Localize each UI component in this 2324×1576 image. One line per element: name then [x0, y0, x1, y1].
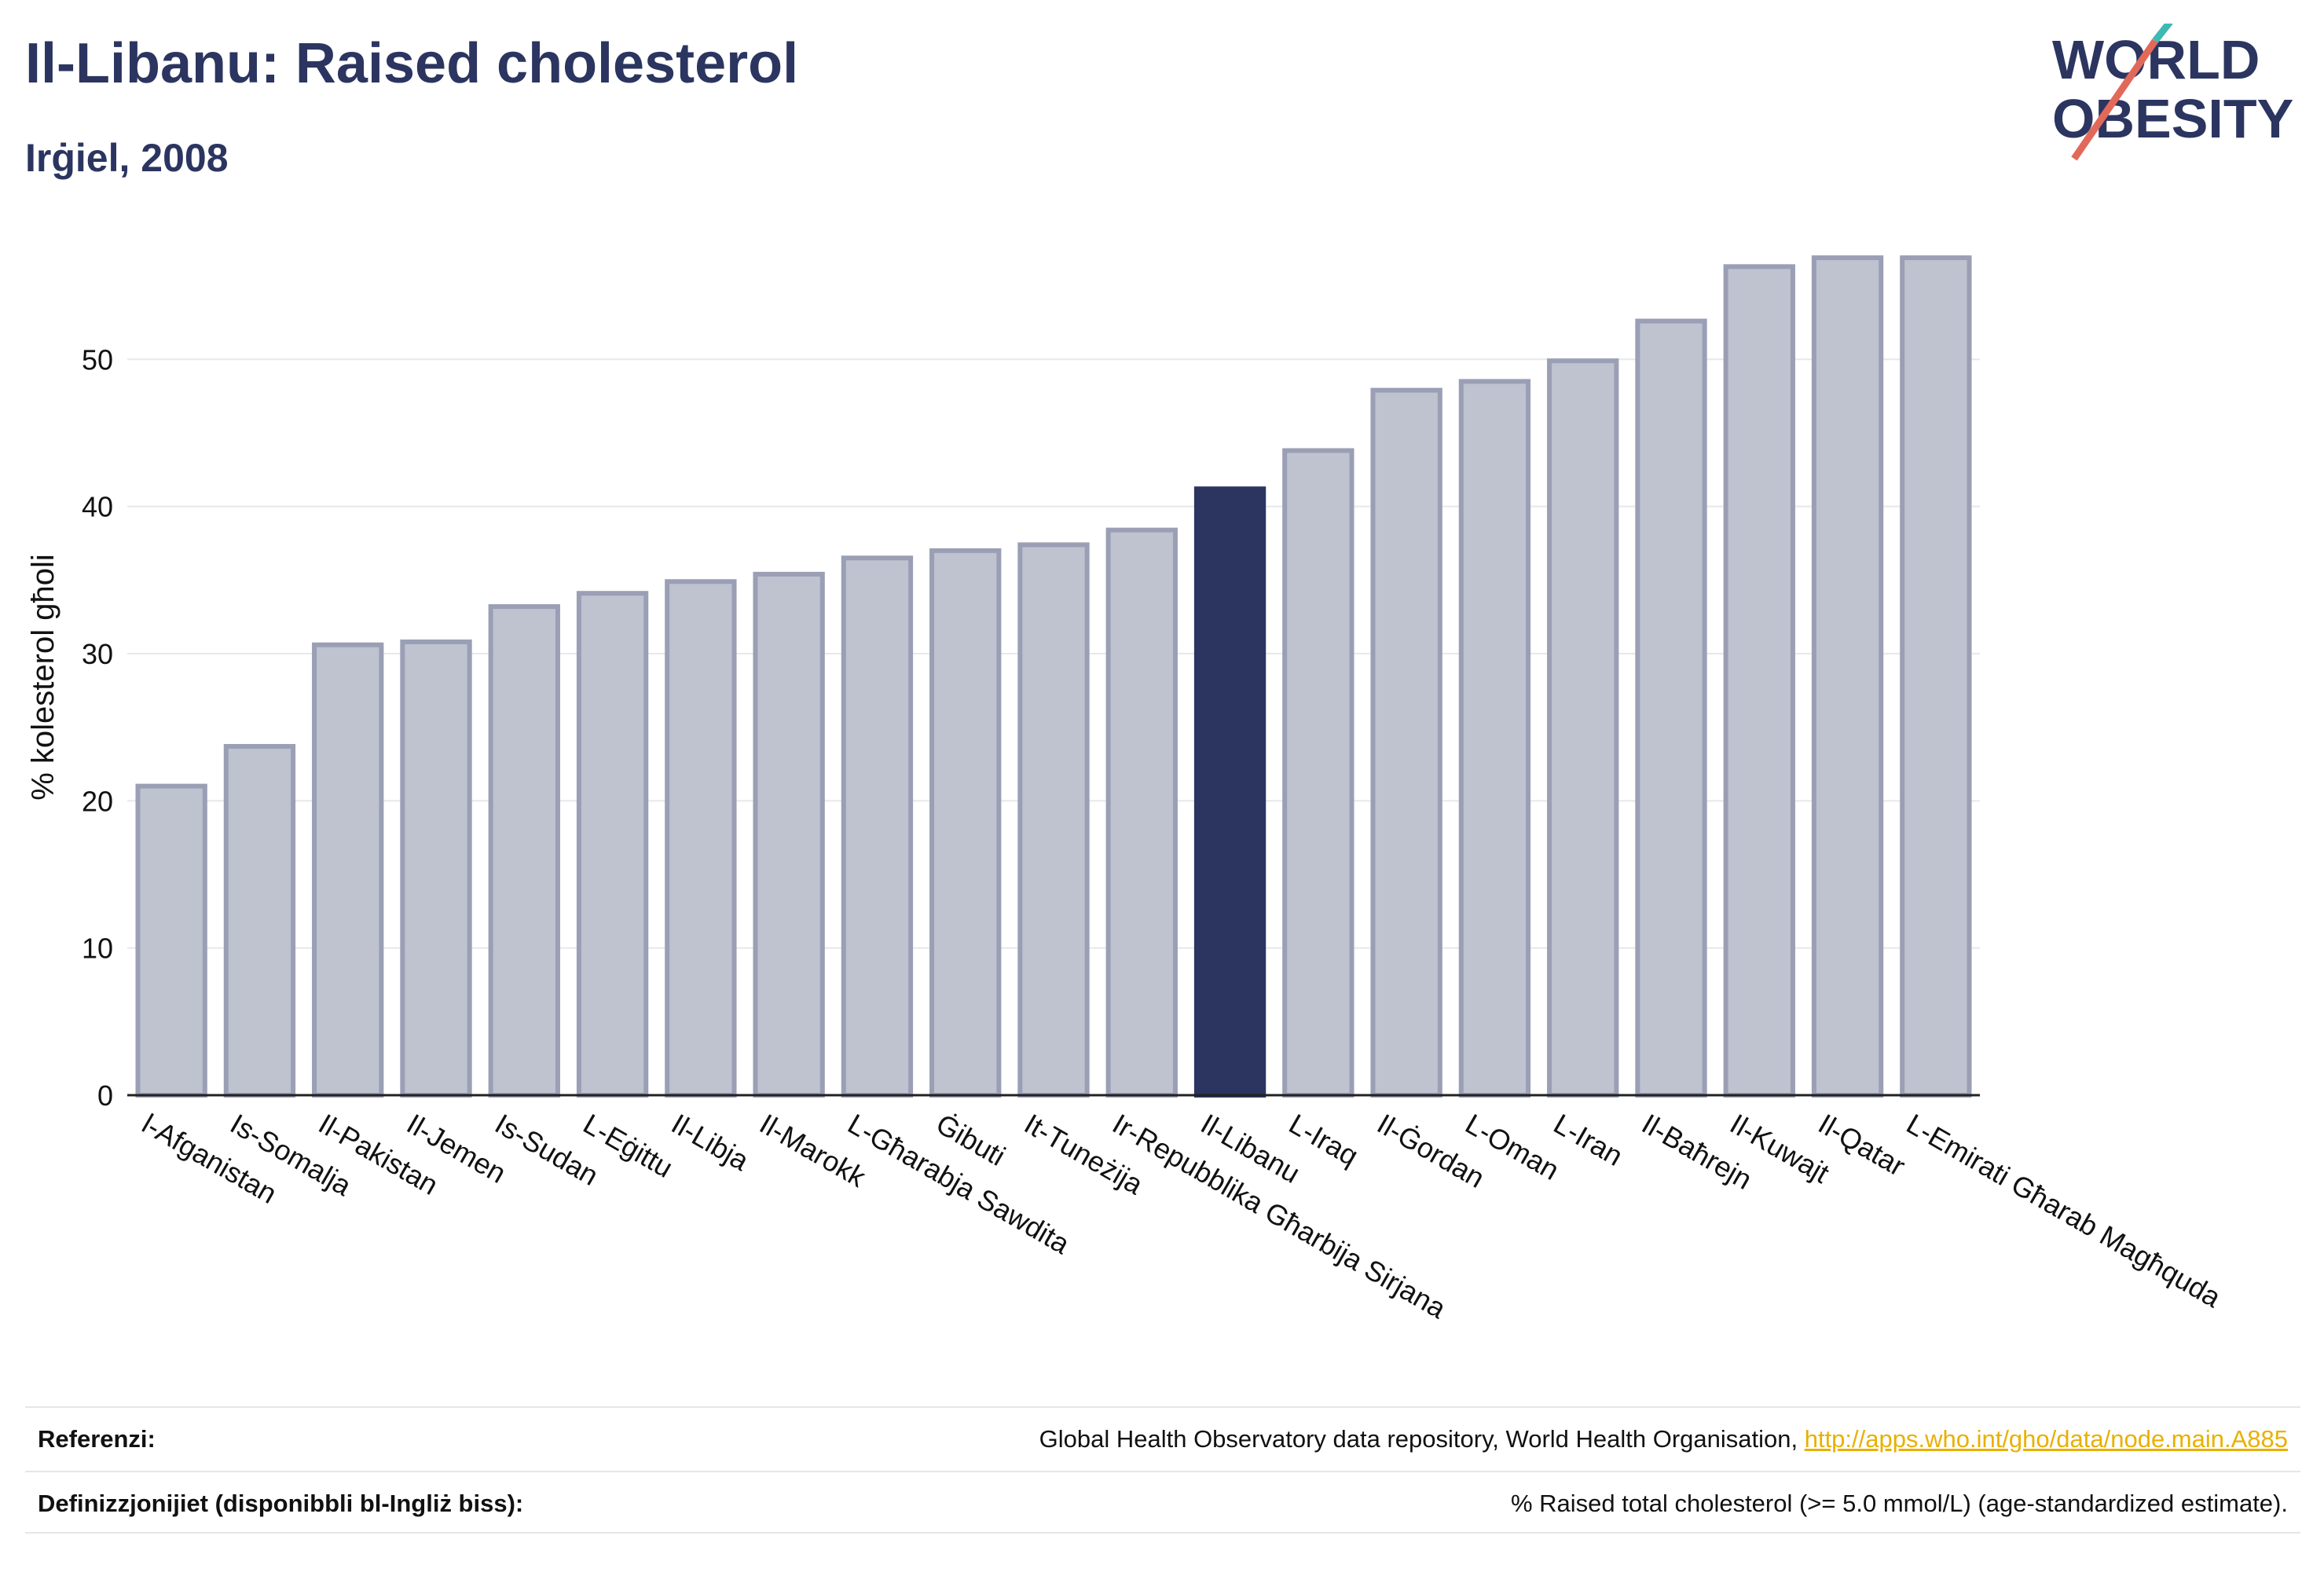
- bar: [400, 640, 472, 1098]
- x-tick-label: Il-Libja: [666, 1107, 755, 1177]
- bar: [488, 604, 560, 1098]
- definitions-value: % Raised total cholesterol (>= 5.0 mmol/…: [1510, 1490, 2288, 1517]
- y-tick-label: 10: [82, 933, 113, 965]
- bar: [135, 783, 207, 1098]
- logo-slash-red: [2071, 38, 2158, 161]
- chart-subtitle: Irġiel, 2008: [25, 136, 229, 180]
- bar: [1017, 542, 1090, 1098]
- definitions-row: Definizzjonijiet (disponibbli bl-Ingliż …: [25, 1471, 2300, 1535]
- bar-chart: 0 10 20 30 40 50 l-AfganistanIs-SomaljaIl-Pak…: [26, 255, 2227, 1325]
- logo-line-2: OBESITY: [2052, 88, 2293, 149]
- bar: [841, 555, 914, 1098]
- bar: [1811, 255, 1884, 1098]
- references-value: Global Health Observatory data repositor…: [1039, 1425, 2288, 1453]
- footer-divider: [25, 1532, 2300, 1534]
- references-row: Referenzi: Global Health Observatory dat…: [25, 1406, 2300, 1471]
- y-tick-label: 20: [82, 785, 113, 817]
- world-obesity-logo: WORLD OBESITY: [2052, 24, 2293, 161]
- bar: [1193, 486, 1266, 1098]
- bar: [1723, 264, 1795, 1098]
- bar: [1370, 387, 1442, 1098]
- x-tick-label: L-Emirati Għarab Magħquda: [1901, 1107, 2227, 1314]
- bar: [576, 591, 649, 1098]
- y-axis-label: % kolesterol għoli: [26, 554, 60, 801]
- bar: [1458, 379, 1531, 1098]
- references-link[interactable]: http://apps.who.int/gho/data/node.main.A…: [1804, 1425, 2288, 1453]
- y-tick-label: 40: [82, 491, 113, 523]
- y-tick-label: 30: [82, 638, 113, 670]
- references-label: Referenzi:: [38, 1425, 156, 1453]
- bar: [1282, 448, 1354, 1098]
- logo-slash-teal: [2152, 24, 2173, 43]
- bar: [1105, 527, 1178, 1098]
- y-tick-label: 0: [97, 1079, 113, 1112]
- bar: [929, 548, 1002, 1098]
- bar: [1635, 318, 1707, 1098]
- x-tick-labels: l-AfganistanIs-SomaljaIl-PakistanIl-Jeme…: [137, 1107, 2227, 1325]
- chart-title: Il-Libanu: Raised cholesterol: [25, 32, 799, 95]
- y-tick-labels: 0 10 20 30 40 50: [82, 343, 113, 1112]
- bar: [312, 642, 384, 1098]
- bar: [1547, 358, 1619, 1098]
- bar: [665, 579, 737, 1098]
- bar: [1900, 255, 1972, 1098]
- definitions-label: Definizzjonijiet (disponibbli bl-Ingliż …: [38, 1490, 524, 1517]
- references-text: Global Health Observatory data repositor…: [1039, 1425, 1805, 1453]
- y-tick-label: 50: [82, 343, 113, 376]
- bars: [135, 255, 1972, 1098]
- bar: [753, 571, 825, 1098]
- bar: [223, 744, 296, 1098]
